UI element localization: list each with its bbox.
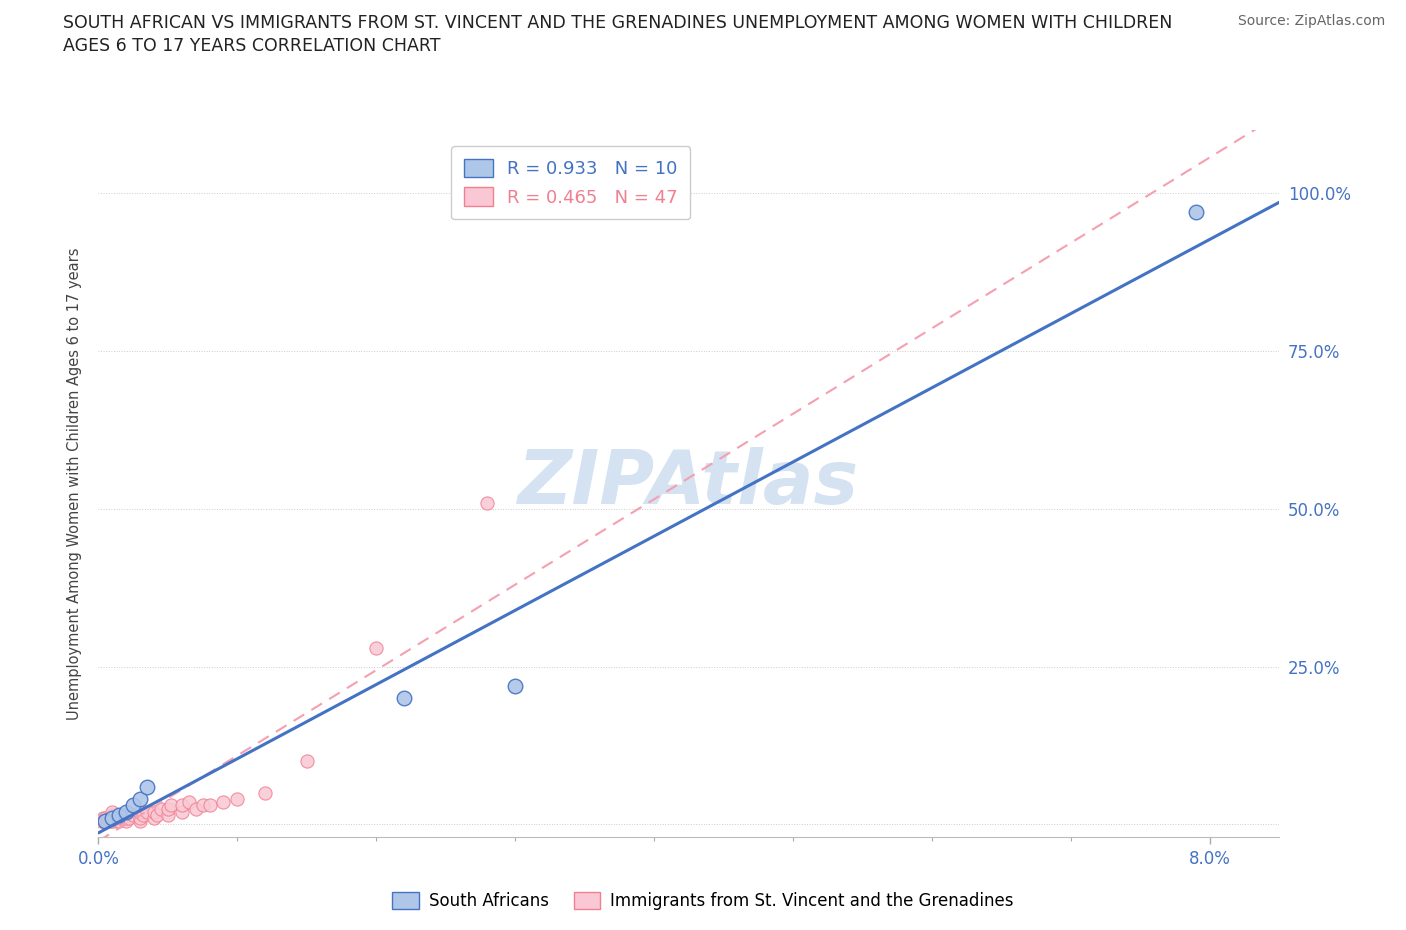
Point	[122, 807, 145, 822]
Point	[295, 754, 318, 769]
Point	[101, 804, 124, 819]
Point	[159, 798, 181, 813]
Text: Source: ZipAtlas.com: Source: ZipAtlas.com	[1237, 14, 1385, 28]
Point	[110, 811, 132, 826]
Point	[122, 798, 145, 813]
Point	[146, 807, 169, 822]
Point	[98, 814, 121, 829]
Point	[156, 801, 179, 816]
Point	[107, 811, 129, 826]
Point	[132, 807, 155, 822]
Point	[212, 795, 235, 810]
Point	[254, 785, 277, 800]
Point	[97, 812, 120, 827]
Point	[112, 807, 135, 822]
Point	[115, 811, 138, 826]
Point	[115, 804, 138, 819]
Legend: South Africans, Immigrants from St. Vincent and the Grenadines: South Africans, Immigrants from St. Vinc…	[385, 885, 1021, 917]
Y-axis label: Unemployment Among Women with Children Ages 6 to 17 years: Unemployment Among Women with Children A…	[67, 247, 83, 720]
Point	[136, 804, 159, 819]
Point	[104, 811, 127, 826]
Point	[366, 640, 388, 655]
Point	[101, 811, 124, 826]
Point	[170, 804, 193, 819]
Point	[129, 814, 152, 829]
Point	[118, 811, 141, 826]
Point	[96, 814, 118, 829]
Point	[477, 495, 499, 510]
Point	[184, 801, 207, 816]
Point	[156, 807, 179, 822]
Point	[101, 807, 124, 822]
Legend: R = 0.933   N = 10, R = 0.465   N = 47: R = 0.933 N = 10, R = 0.465 N = 47	[451, 146, 690, 219]
Point	[191, 798, 214, 813]
Point	[101, 814, 124, 829]
Point	[94, 814, 117, 829]
Point	[226, 791, 249, 806]
Point	[177, 795, 200, 810]
Point	[392, 691, 415, 706]
Point	[503, 678, 526, 693]
Point	[93, 814, 115, 829]
Point	[115, 807, 138, 822]
Point	[94, 811, 117, 826]
Point	[90, 814, 112, 829]
Point	[129, 804, 152, 819]
Point	[1185, 205, 1208, 219]
Point	[143, 804, 166, 819]
Point	[149, 801, 172, 816]
Point	[115, 814, 138, 829]
Point	[108, 814, 131, 829]
Text: SOUTH AFRICAN VS IMMIGRANTS FROM ST. VINCENT AND THE GRENADINES UNEMPLOYMENT AMO: SOUTH AFRICAN VS IMMIGRANTS FROM ST. VIN…	[63, 14, 1173, 32]
Point	[105, 814, 128, 829]
Point	[100, 811, 122, 826]
Point	[129, 811, 152, 826]
Point	[91, 811, 114, 826]
Point	[198, 798, 221, 813]
Text: AGES 6 TO 17 YEARS CORRELATION CHART: AGES 6 TO 17 YEARS CORRELATION CHART	[63, 37, 440, 55]
Point	[101, 811, 124, 826]
Point	[170, 798, 193, 813]
Point	[136, 779, 159, 794]
Text: ZIPAtlas: ZIPAtlas	[519, 447, 859, 520]
Point	[108, 807, 131, 822]
Point	[143, 811, 166, 826]
Point	[129, 791, 152, 806]
